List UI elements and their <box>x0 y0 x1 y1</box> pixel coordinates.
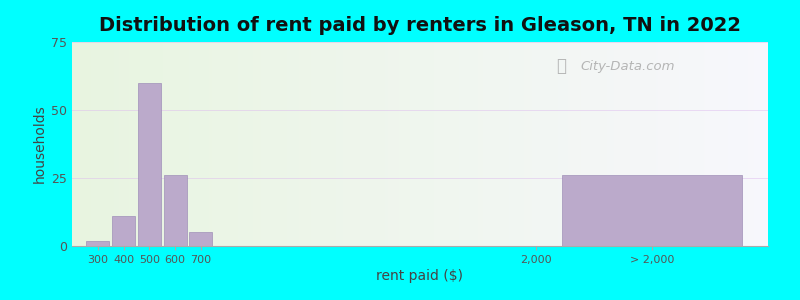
Bar <box>163 175 186 246</box>
Text: ⦾: ⦾ <box>556 58 566 76</box>
Bar <box>562 175 742 246</box>
Bar <box>190 232 213 246</box>
Title: Distribution of rent paid by renters in Gleason, TN in 2022: Distribution of rent paid by renters in … <box>99 16 741 35</box>
Y-axis label: households: households <box>33 105 47 183</box>
X-axis label: rent paid ($): rent paid ($) <box>377 269 463 283</box>
Bar <box>138 83 161 246</box>
Bar <box>86 241 110 246</box>
Text: City-Data.com: City-Data.com <box>580 60 674 73</box>
Bar <box>112 216 135 246</box>
